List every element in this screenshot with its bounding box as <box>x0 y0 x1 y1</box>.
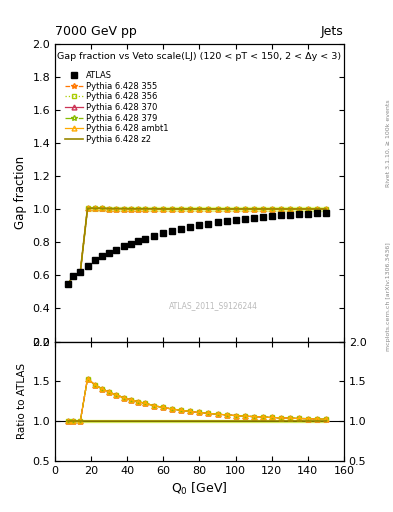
X-axis label: Q$_0$ [GeV]: Q$_0$ [GeV] <box>171 481 228 497</box>
Y-axis label: Ratio to ATLAS: Ratio to ATLAS <box>17 363 27 439</box>
Text: Gap fraction vs Veto scale(LJ) (120 < pT < 150, 2 < Δy < 3): Gap fraction vs Veto scale(LJ) (120 < pT… <box>57 52 342 61</box>
Text: 7000 GeV pp: 7000 GeV pp <box>55 26 137 38</box>
Legend: ATLAS, Pythia 6.428 355, Pythia 6.428 356, Pythia 6.428 370, Pythia 6.428 379, P: ATLAS, Pythia 6.428 355, Pythia 6.428 35… <box>62 69 171 146</box>
Y-axis label: Gap fraction: Gap fraction <box>14 156 27 229</box>
Text: ATLAS_2011_S9126244: ATLAS_2011_S9126244 <box>169 301 258 310</box>
Text: mcplots.cern.ch [arXiv:1306.3436]: mcplots.cern.ch [arXiv:1306.3436] <box>386 243 391 351</box>
Text: Rivet 3.1.10, ≥ 100k events: Rivet 3.1.10, ≥ 100k events <box>386 99 391 187</box>
Text: Jets: Jets <box>321 26 344 38</box>
